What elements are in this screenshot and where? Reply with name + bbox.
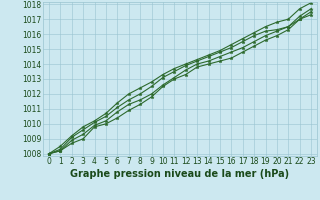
X-axis label: Graphe pression niveau de la mer (hPa): Graphe pression niveau de la mer (hPa) — [70, 169, 290, 179]
